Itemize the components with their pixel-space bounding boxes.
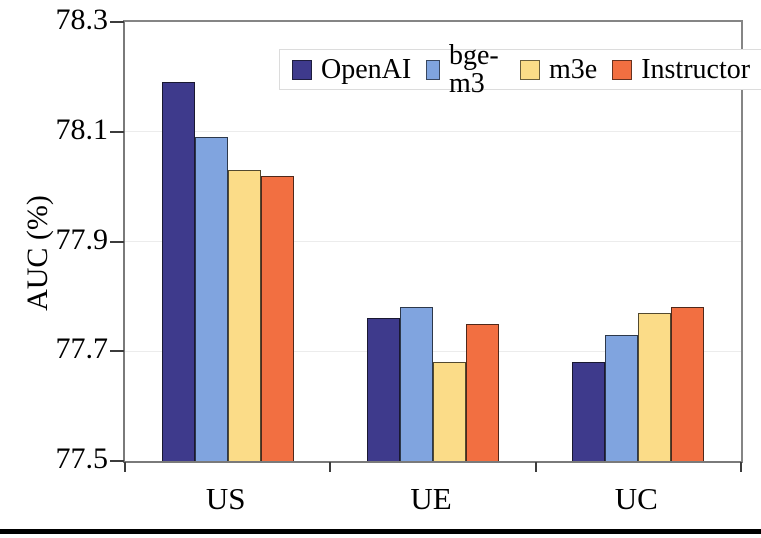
- y-axis-tick: [110, 460, 124, 462]
- y-tick-label: 78.3: [55, 3, 109, 36]
- gridline: [125, 131, 741, 133]
- bar-ue-instructor: [466, 323, 499, 461]
- bar-uc-openai: [572, 362, 606, 461]
- y-tick-label: 77.7: [55, 332, 109, 366]
- legend-label: bge-m3: [448, 39, 499, 99]
- y-axis-tick: [110, 130, 124, 133]
- y-tick-label: 77.9: [55, 222, 109, 256]
- y-tick-label: 77.5: [55, 442, 109, 475]
- y-axis-tick: [110, 350, 124, 353]
- legend-item: OpenAI: [292, 53, 412, 85]
- gridline: [125, 350, 741, 352]
- x-category-label: UC: [614, 481, 658, 516]
- legend-label: m3e: [548, 53, 598, 85]
- bottom-rule: [0, 529, 761, 534]
- legend-item: m3e: [519, 53, 598, 85]
- y-axis-tick: [110, 21, 124, 23]
- bar-ue-m3e: [433, 362, 466, 461]
- bar-us-m3e: [227, 170, 261, 461]
- bar-us-instructor: [260, 175, 294, 461]
- legend-swatch-m3e: [519, 59, 540, 80]
- legend-swatch-instructor: [612, 59, 633, 80]
- bar-uc-m3e: [638, 312, 672, 461]
- y-tick-label: 78.1: [55, 112, 109, 146]
- bar-us-bge-m3: [194, 137, 228, 461]
- x-axis-tick: [124, 462, 126, 472]
- legend-swatch-openai: [292, 59, 312, 80]
- bar-uc-instructor: [671, 307, 705, 461]
- legend-swatch-bge-m3: [426, 59, 440, 80]
- x-axis-tick: [740, 462, 742, 472]
- gridline: [125, 241, 741, 242]
- bar-ue-bge-m3: [400, 307, 433, 461]
- legend-label: Instructor: [641, 53, 751, 85]
- bar-ue-openai: [367, 318, 400, 461]
- legend-item: Instructor: [612, 53, 751, 85]
- legend-label: OpenAI: [321, 53, 412, 85]
- x-category-label: UE: [410, 481, 452, 516]
- plot-area: OpenAI bge-m3 m3e Instructor: [110, 20, 761, 472]
- y-axis-tick: [110, 240, 124, 243]
- legend-item: bge-m3: [426, 39, 505, 99]
- legend: OpenAI bge-m3 m3e Instructor: [279, 41, 761, 97]
- x-axis-tick: [534, 462, 537, 472]
- bar-uc-bge-m3: [605, 334, 639, 461]
- x-category-label: US: [205, 481, 246, 516]
- x-axis-tick: [329, 462, 332, 472]
- bar-us-openai: [161, 82, 195, 461]
